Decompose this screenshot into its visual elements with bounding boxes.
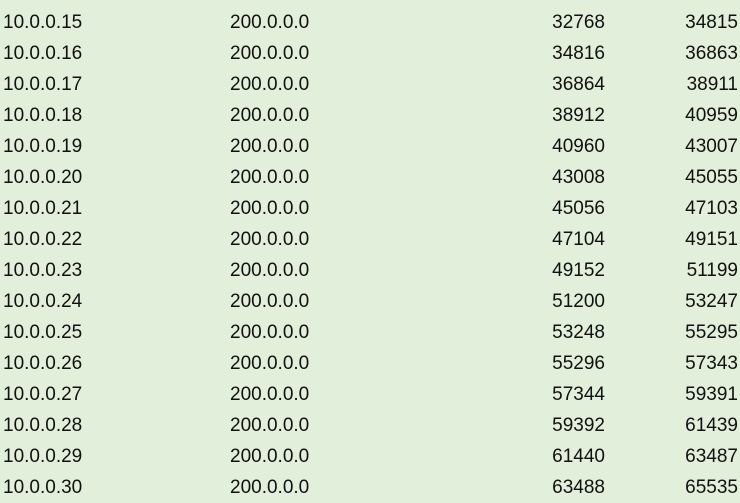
port-end-cell[interactable]: 61439 [685, 415, 738, 436]
port-end-cell[interactable]: 49151 [685, 229, 738, 250]
port-start-cell[interactable]: 61440 [552, 446, 605, 467]
source-ip-cell[interactable]: 10.0.0.30 [3, 477, 83, 498]
port-end-cell[interactable]: 36863 [685, 43, 738, 64]
source-ip-cell[interactable]: 10.0.0.20 [3, 167, 83, 188]
source-ip-cell[interactable]: 10.0.0.24 [3, 291, 83, 312]
table-row: 10.0.0.15 200.0.0.0 32768 34815 [0, 7, 740, 38]
port-start-cell[interactable]: 57344 [552, 384, 605, 405]
table-row: 10.0.0.16 200.0.0.0 34816 36863 [0, 38, 740, 69]
nat-ip-cell[interactable]: 200.0.0.0 [230, 105, 310, 126]
table-row: 10.0.0.19 200.0.0.0 40960 43007 [0, 131, 740, 162]
nat-ip-cell[interactable]: 200.0.0.0 [230, 136, 310, 157]
nat-ip-cell[interactable]: 200.0.0.0 [230, 167, 310, 188]
port-end-cell[interactable]: 53247 [685, 291, 738, 312]
port-end-cell[interactable]: 55295 [685, 322, 738, 343]
table-row: 10.0.0.17 200.0.0.0 36864 38911 [0, 69, 740, 100]
nat-ip-cell[interactable]: 200.0.0.0 [230, 229, 310, 250]
port-end-cell[interactable]: 34815 [685, 12, 738, 33]
nat-ip-cell[interactable]: 200.0.0.0 [230, 446, 310, 467]
nat-ip-cell[interactable]: 200.0.0.0 [230, 322, 310, 343]
port-start-cell[interactable]: 43008 [552, 167, 605, 188]
table-row: 10.0.0.18 200.0.0.0 38912 40959 [0, 100, 740, 131]
port-start-cell[interactable]: 63488 [552, 477, 605, 498]
nat-ip-cell[interactable]: 200.0.0.0 [230, 43, 310, 64]
source-ip-cell[interactable]: 10.0.0.26 [3, 353, 83, 374]
port-end-cell[interactable]: 43007 [685, 136, 738, 157]
port-start-cell[interactable]: 51200 [552, 291, 605, 312]
source-ip-cell[interactable]: 10.0.0.21 [3, 198, 83, 219]
port-start-cell[interactable]: 45056 [552, 198, 605, 219]
port-end-cell[interactable]: 59391 [685, 384, 738, 405]
port-start-cell[interactable]: 36864 [552, 74, 605, 95]
source-ip-cell[interactable]: 10.0.0.16 [3, 43, 83, 64]
source-ip-cell[interactable]: 10.0.0.28 [3, 415, 83, 436]
nat-ip-cell[interactable]: 200.0.0.0 [230, 384, 310, 405]
table-row: 10.0.0.20 200.0.0.0 43008 45055 [0, 162, 740, 193]
port-end-cell[interactable]: 51199 [686, 260, 738, 281]
port-start-cell[interactable]: 53248 [552, 322, 605, 343]
port-start-cell[interactable]: 55296 [552, 353, 605, 374]
table-row: 10.0.0.24 200.0.0.0 51200 53247 [0, 286, 740, 317]
nat-ip-cell[interactable]: 200.0.0.0 [230, 260, 310, 281]
table-row: 10.0.0.22 200.0.0.0 47104 49151 [0, 224, 740, 255]
table-row: 10.0.0.21 200.0.0.0 45056 47103 [0, 193, 740, 224]
table-row: 10.0.0.27 200.0.0.0 57344 59391 [0, 379, 740, 410]
nat-ip-cell[interactable]: 200.0.0.0 [230, 198, 310, 219]
table-row: 10.0.0.23 200.0.0.0 49152 51199 [0, 255, 740, 286]
port-end-cell[interactable]: 38911 [686, 74, 738, 95]
source-ip-cell[interactable]: 10.0.0.15 [3, 12, 83, 33]
nat-ip-cell[interactable]: 200.0.0.0 [230, 74, 310, 95]
port-start-cell[interactable]: 59392 [552, 415, 605, 436]
source-ip-cell[interactable]: 10.0.0.18 [3, 105, 83, 126]
port-start-cell[interactable]: 47104 [552, 229, 605, 250]
nat-ip-cell[interactable]: 200.0.0.0 [230, 415, 310, 436]
source-ip-cell[interactable]: 10.0.0.22 [3, 229, 83, 250]
source-ip-cell[interactable]: 10.0.0.29 [3, 446, 83, 467]
nat-ip-cell[interactable]: 200.0.0.0 [230, 353, 310, 374]
source-ip-cell[interactable]: 10.0.0.23 [3, 260, 83, 281]
table-row: 10.0.0.26 200.0.0.0 55296 57343 [0, 348, 740, 379]
nat-ip-cell[interactable]: 200.0.0.0 [230, 477, 310, 498]
source-ip-cell[interactable]: 10.0.0.25 [3, 322, 83, 343]
port-start-cell[interactable]: 40960 [552, 136, 605, 157]
table-row: 10.0.0.28 200.0.0.0 59392 61439 [0, 410, 740, 441]
source-ip-cell[interactable]: 10.0.0.17 [3, 74, 83, 95]
port-end-cell[interactable]: 40959 [685, 105, 738, 126]
port-start-cell[interactable]: 32768 [552, 12, 605, 33]
table-row: 10.0.0.29 200.0.0.0 61440 63487 [0, 441, 740, 472]
nat-ip-cell[interactable]: 200.0.0.0 [230, 291, 310, 312]
port-end-cell[interactable]: 65535 [685, 477, 738, 498]
port-end-cell[interactable]: 63487 [685, 446, 738, 467]
nat-ip-cell[interactable]: 200.0.0.0 [230, 12, 310, 33]
table-row: 10.0.0.30 200.0.0.0 63488 65535 [0, 472, 740, 503]
port-start-cell[interactable]: 34816 [552, 43, 605, 64]
table-row: 10.0.0.25 200.0.0.0 53248 55295 [0, 317, 740, 348]
port-start-cell[interactable]: 49152 [552, 260, 605, 281]
port-end-cell[interactable]: 47103 [685, 198, 738, 219]
port-end-cell[interactable]: 57343 [685, 353, 738, 374]
port-start-cell[interactable]: 38912 [552, 105, 605, 126]
port-end-cell[interactable]: 45055 [685, 167, 738, 188]
source-ip-cell[interactable]: 10.0.0.27 [3, 384, 83, 405]
source-ip-cell[interactable]: 10.0.0.19 [3, 136, 83, 157]
